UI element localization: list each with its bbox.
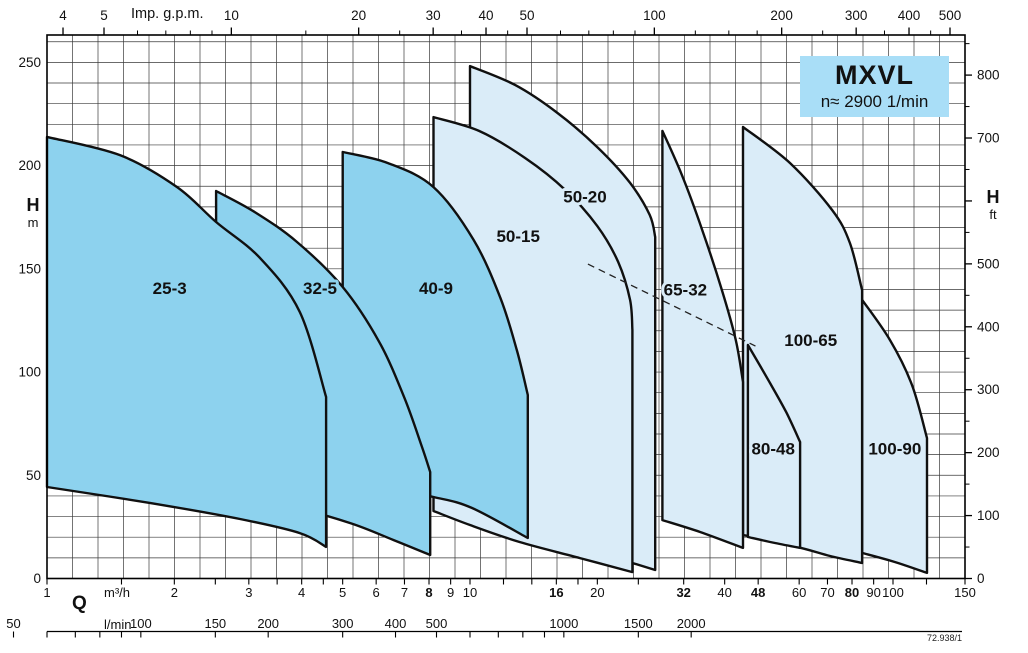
plot-border bbox=[46, 34, 966, 580]
flow-label-lmin: 1000 bbox=[549, 616, 578, 631]
envelope-label-100-90: 100-90 bbox=[868, 439, 921, 458]
flow-label-m3h: 40 bbox=[717, 585, 731, 600]
flow-label-m3h: 5 bbox=[339, 585, 346, 600]
flow-label-lmin: 300 bbox=[332, 616, 354, 631]
envelope-label-50-20: 50-20 bbox=[563, 188, 606, 207]
flow-label-m3h: 2 bbox=[171, 585, 178, 600]
flow-label-m3h: 80 bbox=[845, 585, 859, 600]
flow-label-m3h: 48 bbox=[751, 585, 765, 600]
top-tick-label: 300 bbox=[845, 8, 868, 23]
envelope-label-32-5: 32-5 bbox=[303, 279, 337, 298]
envelope-100-90 bbox=[860, 298, 929, 575]
top-tick-label: 50 bbox=[519, 8, 534, 23]
right-tick-label: 300 bbox=[977, 382, 1000, 397]
flow-label-lmin: 150 bbox=[204, 616, 226, 631]
envelope-label-80-48: 80-48 bbox=[751, 439, 794, 458]
flow-label-m3h: 70 bbox=[820, 585, 834, 600]
flow-label-lmin: 500 bbox=[426, 616, 448, 631]
top-tick-label: 10 bbox=[224, 8, 239, 23]
flow-label-m3h: 10 bbox=[463, 585, 477, 600]
flow-label-m3h: 3 bbox=[245, 585, 252, 600]
envelope-label-40-9: 40-9 bbox=[419, 279, 453, 298]
flow-label-lmin: 400 bbox=[385, 616, 407, 631]
top-tick-label: 30 bbox=[426, 8, 441, 23]
flow-label-m3h: 6 bbox=[373, 585, 380, 600]
top-tick-label: 200 bbox=[770, 8, 793, 23]
right-tick-label: 0 bbox=[977, 571, 985, 586]
envelope-65-32 bbox=[661, 129, 745, 550]
flow-label-m3h: 7 bbox=[401, 585, 408, 600]
left-tick-label: 200 bbox=[18, 158, 41, 173]
top-tick-label: 4 bbox=[59, 8, 67, 23]
right-tick-label: 200 bbox=[977, 445, 1000, 460]
flow-label-m3h: 32 bbox=[676, 585, 690, 600]
envelope-label-65-32: 65-32 bbox=[664, 280, 707, 299]
flow-label-m3h: 4 bbox=[298, 585, 305, 600]
top-tick-label: 100 bbox=[643, 8, 666, 23]
flow-label-m3h: 150 bbox=[954, 585, 976, 600]
top-tick-label: 20 bbox=[351, 8, 366, 23]
flow-label-lmin: 2000 bbox=[677, 616, 706, 631]
envelope-label-25-3: 25-3 bbox=[153, 279, 187, 298]
flow-label-m3h: 20 bbox=[590, 585, 604, 600]
top-tick-label: 40 bbox=[478, 8, 493, 23]
flow-label-lmin: 200 bbox=[257, 616, 279, 631]
flow-label-m3h: 1 bbox=[43, 585, 50, 600]
envelope-80-48 bbox=[746, 343, 802, 550]
flow-label-m3h: 16 bbox=[549, 585, 563, 600]
flow-label-m3h: 60 bbox=[792, 585, 806, 600]
right-tick-label: 500 bbox=[977, 256, 1000, 271]
flow-label-m3h: 9 bbox=[447, 585, 454, 600]
flow-label-lmin: 1500 bbox=[624, 616, 653, 631]
left-tick-label: 0 bbox=[33, 571, 41, 586]
top-tick-label: 5 bbox=[100, 8, 108, 23]
right-tick-label: 400 bbox=[977, 319, 1000, 334]
top-tick-label: 500 bbox=[939, 8, 962, 23]
right-tick-label: 800 bbox=[977, 68, 1000, 83]
left-tick-label: 150 bbox=[18, 261, 41, 276]
left-tick-label: 250 bbox=[18, 55, 41, 70]
left-tick-label: 100 bbox=[18, 365, 41, 380]
envelope-label-50-15: 50-15 bbox=[496, 227, 539, 246]
flow-label-m3h: 8 bbox=[425, 585, 432, 600]
right-tick-label: 700 bbox=[977, 131, 1000, 146]
left-tick-label: 50 bbox=[26, 468, 41, 483]
flow-label-m3h: 100 bbox=[882, 585, 904, 600]
envelope-label-100-65: 100-65 bbox=[784, 331, 837, 350]
top-tick-label: 400 bbox=[898, 8, 921, 23]
envelope-25-3 bbox=[45, 135, 328, 549]
flow-label-lmin: 50 bbox=[6, 616, 20, 631]
flow-label-m3h: 90 bbox=[866, 585, 880, 600]
flow-label-lmin: 100 bbox=[130, 616, 152, 631]
right-tick-label: 100 bbox=[977, 508, 1000, 523]
